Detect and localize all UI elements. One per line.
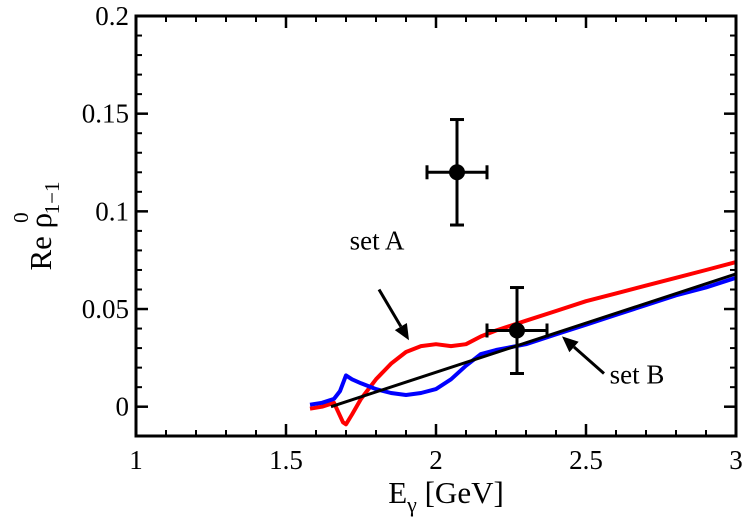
- x-axis-title-sub: γ: [406, 492, 417, 517]
- annotation-arrow-shaft: [572, 345, 605, 375]
- data-point: [485, 286, 549, 375]
- y-tick-label: 0.1: [95, 196, 129, 226]
- y-tick-label: 0.2: [95, 1, 129, 31]
- data-point-marker: [509, 322, 525, 339]
- data-point: [425, 118, 489, 227]
- series-line-reference: [330, 272, 736, 409]
- x-tick-label: 1: [129, 445, 143, 475]
- annotation-set-a: set A: [350, 225, 409, 341]
- annotation-label: set A: [350, 225, 405, 255]
- annotation-set-b: set B: [562, 336, 664, 389]
- y-axis-title-main: Re ρ: [23, 213, 58, 271]
- y-axis-title: Re ρ0 1−1: [9, 182, 64, 271]
- x-axis-title-main: E: [388, 475, 407, 510]
- annotation-label: set B: [610, 359, 665, 389]
- y-axis-title-sup: 0: [9, 212, 33, 223]
- y-axis-title-sub: 1−1: [40, 182, 64, 215]
- series-line-set-a: [309, 260, 736, 427]
- annotation-arrow-head: [562, 336, 579, 353]
- data-point-marker: [449, 164, 465, 181]
- series-line-set-b: [309, 275, 736, 407]
- x-axis-title-rest: [GeV]: [417, 475, 504, 510]
- x-tick-label: 1.5: [269, 445, 303, 475]
- y-tick-label: 0: [116, 392, 130, 422]
- x-tick-label: 3: [729, 445, 743, 475]
- annotation-arrow-head: [394, 322, 409, 341]
- x-axis-title: Eγ [GeV]: [388, 475, 504, 517]
- x-tick-label: 2: [429, 445, 443, 475]
- x-tick-label: 2.5: [569, 445, 603, 475]
- y-tick-label: 0.05: [82, 294, 129, 324]
- annotation-arrow-shaft: [377, 288, 403, 328]
- y-tick-label: 0.15: [82, 99, 129, 129]
